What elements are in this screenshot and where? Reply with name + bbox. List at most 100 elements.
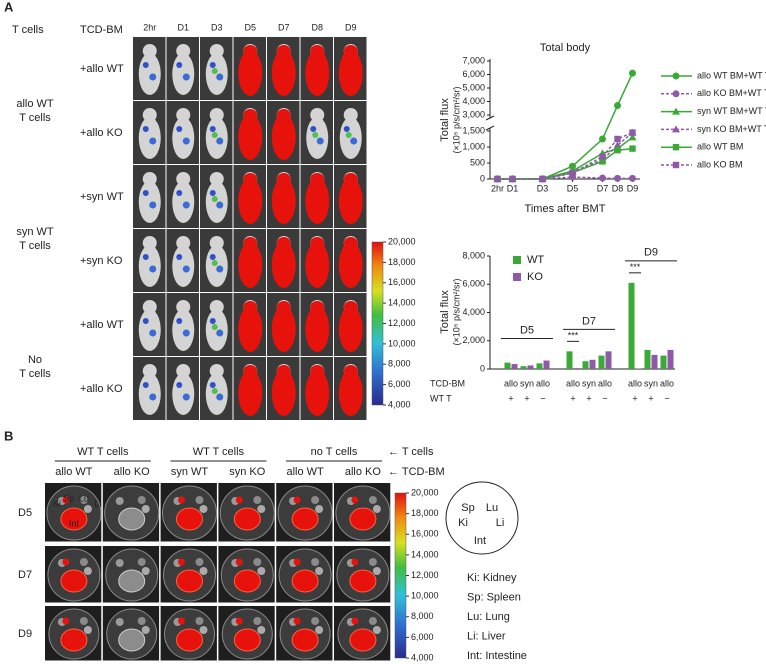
x-tick-label: allo (566, 378, 580, 388)
signal (216, 329, 224, 337)
organ (368, 558, 377, 566)
group-label: D7 (582, 315, 596, 327)
diagram-label: Li (496, 517, 505, 529)
signal (305, 50, 330, 96)
organ (257, 626, 266, 634)
t-cell-group: WT T cells (77, 446, 129, 458)
signal (142, 382, 149, 388)
signal (216, 201, 224, 209)
intestine (176, 628, 203, 652)
x-tick-label-2: − (602, 393, 607, 403)
legend-label: syn WT BM+WT T (697, 106, 766, 116)
data-point (614, 174, 621, 182)
signal (211, 260, 218, 266)
axis-break (485, 115, 495, 131)
signal (243, 173, 258, 185)
diagram-label: Int (474, 535, 486, 547)
x-axis-label: Times after BMT (525, 203, 606, 215)
organ (257, 567, 266, 575)
signal (310, 126, 317, 132)
colorbar-label: 14,000 (388, 298, 416, 308)
signal (310, 301, 325, 313)
colorbar (394, 492, 407, 659)
colorbar-label: 18,000 (388, 257, 416, 267)
signal (271, 178, 296, 224)
signal (316, 137, 324, 145)
mouse-body (205, 53, 228, 95)
signal (343, 237, 358, 249)
colorbar-label: 18,000 (411, 508, 439, 518)
signal (142, 190, 149, 196)
organ (83, 626, 92, 634)
bar (520, 366, 527, 369)
bar (598, 355, 605, 369)
mouse-head (176, 172, 191, 186)
row-label: +syn KO (80, 255, 123, 267)
group-label: D9 (644, 247, 658, 259)
intestine (291, 507, 319, 531)
signal (338, 178, 363, 224)
y-tick-label: 500 (470, 157, 485, 167)
mouse-body (172, 245, 195, 287)
group-label: syn WT (16, 226, 54, 238)
y-tick-label: 6,000 (462, 279, 485, 289)
spleen (62, 558, 70, 566)
mouse-body (138, 53, 161, 95)
signal (149, 73, 157, 81)
signal (216, 393, 224, 401)
timepoint: D3 (211, 22, 223, 32)
signal (149, 201, 157, 209)
timepoint: 2hr (143, 22, 156, 32)
organ (199, 505, 208, 513)
colorbar-label: 20,000 (388, 236, 416, 246)
spleen (293, 558, 301, 566)
x-tick-label-2: + (524, 393, 529, 403)
mouse-head (142, 236, 157, 250)
bar (573, 368, 580, 369)
spleen (62, 617, 70, 625)
signal (142, 254, 149, 260)
spleen (351, 496, 359, 504)
mouse-head (142, 172, 157, 186)
x-tick-label: D5 (567, 183, 579, 193)
mouse-body (172, 117, 195, 159)
organ (137, 496, 146, 504)
organ (137, 617, 146, 625)
intestine (118, 569, 146, 593)
legend-marker (672, 107, 680, 115)
signal (338, 242, 363, 288)
panel-label: B (4, 428, 13, 443)
legend-label: syn KO BM+WT T (697, 124, 766, 134)
data-point (614, 147, 621, 154)
signal (211, 388, 218, 394)
mouse-head (142, 108, 157, 122)
organ-label: Int (69, 518, 80, 528)
row-label: +allo WT (80, 319, 124, 331)
bar (536, 363, 543, 369)
organ (253, 617, 262, 625)
row-label: +allo KO (80, 127, 123, 139)
signal (276, 109, 291, 121)
signal (149, 393, 157, 401)
signal (209, 382, 216, 388)
data-point (629, 129, 636, 136)
signal (238, 114, 263, 160)
y-tick-label: 8,000 (462, 250, 485, 260)
intestine (176, 569, 203, 593)
x-tick-label-2: − (664, 393, 669, 403)
y-tick-label: 0 (480, 173, 485, 183)
intestine (291, 569, 319, 593)
mouse-head (310, 108, 325, 122)
signal (209, 62, 216, 68)
legend-marker (672, 125, 680, 133)
annotation: *** (630, 262, 641, 272)
organ (199, 567, 208, 575)
intestine (349, 507, 377, 531)
y-tick-label: 3,000 (462, 109, 485, 119)
signal (238, 242, 263, 288)
organ (311, 558, 320, 566)
x-tick-label-2: + (508, 393, 513, 403)
colorbar-label: 10,000 (411, 591, 439, 601)
intestine (60, 628, 88, 652)
colorbar-label: 4,000 (411, 652, 434, 662)
